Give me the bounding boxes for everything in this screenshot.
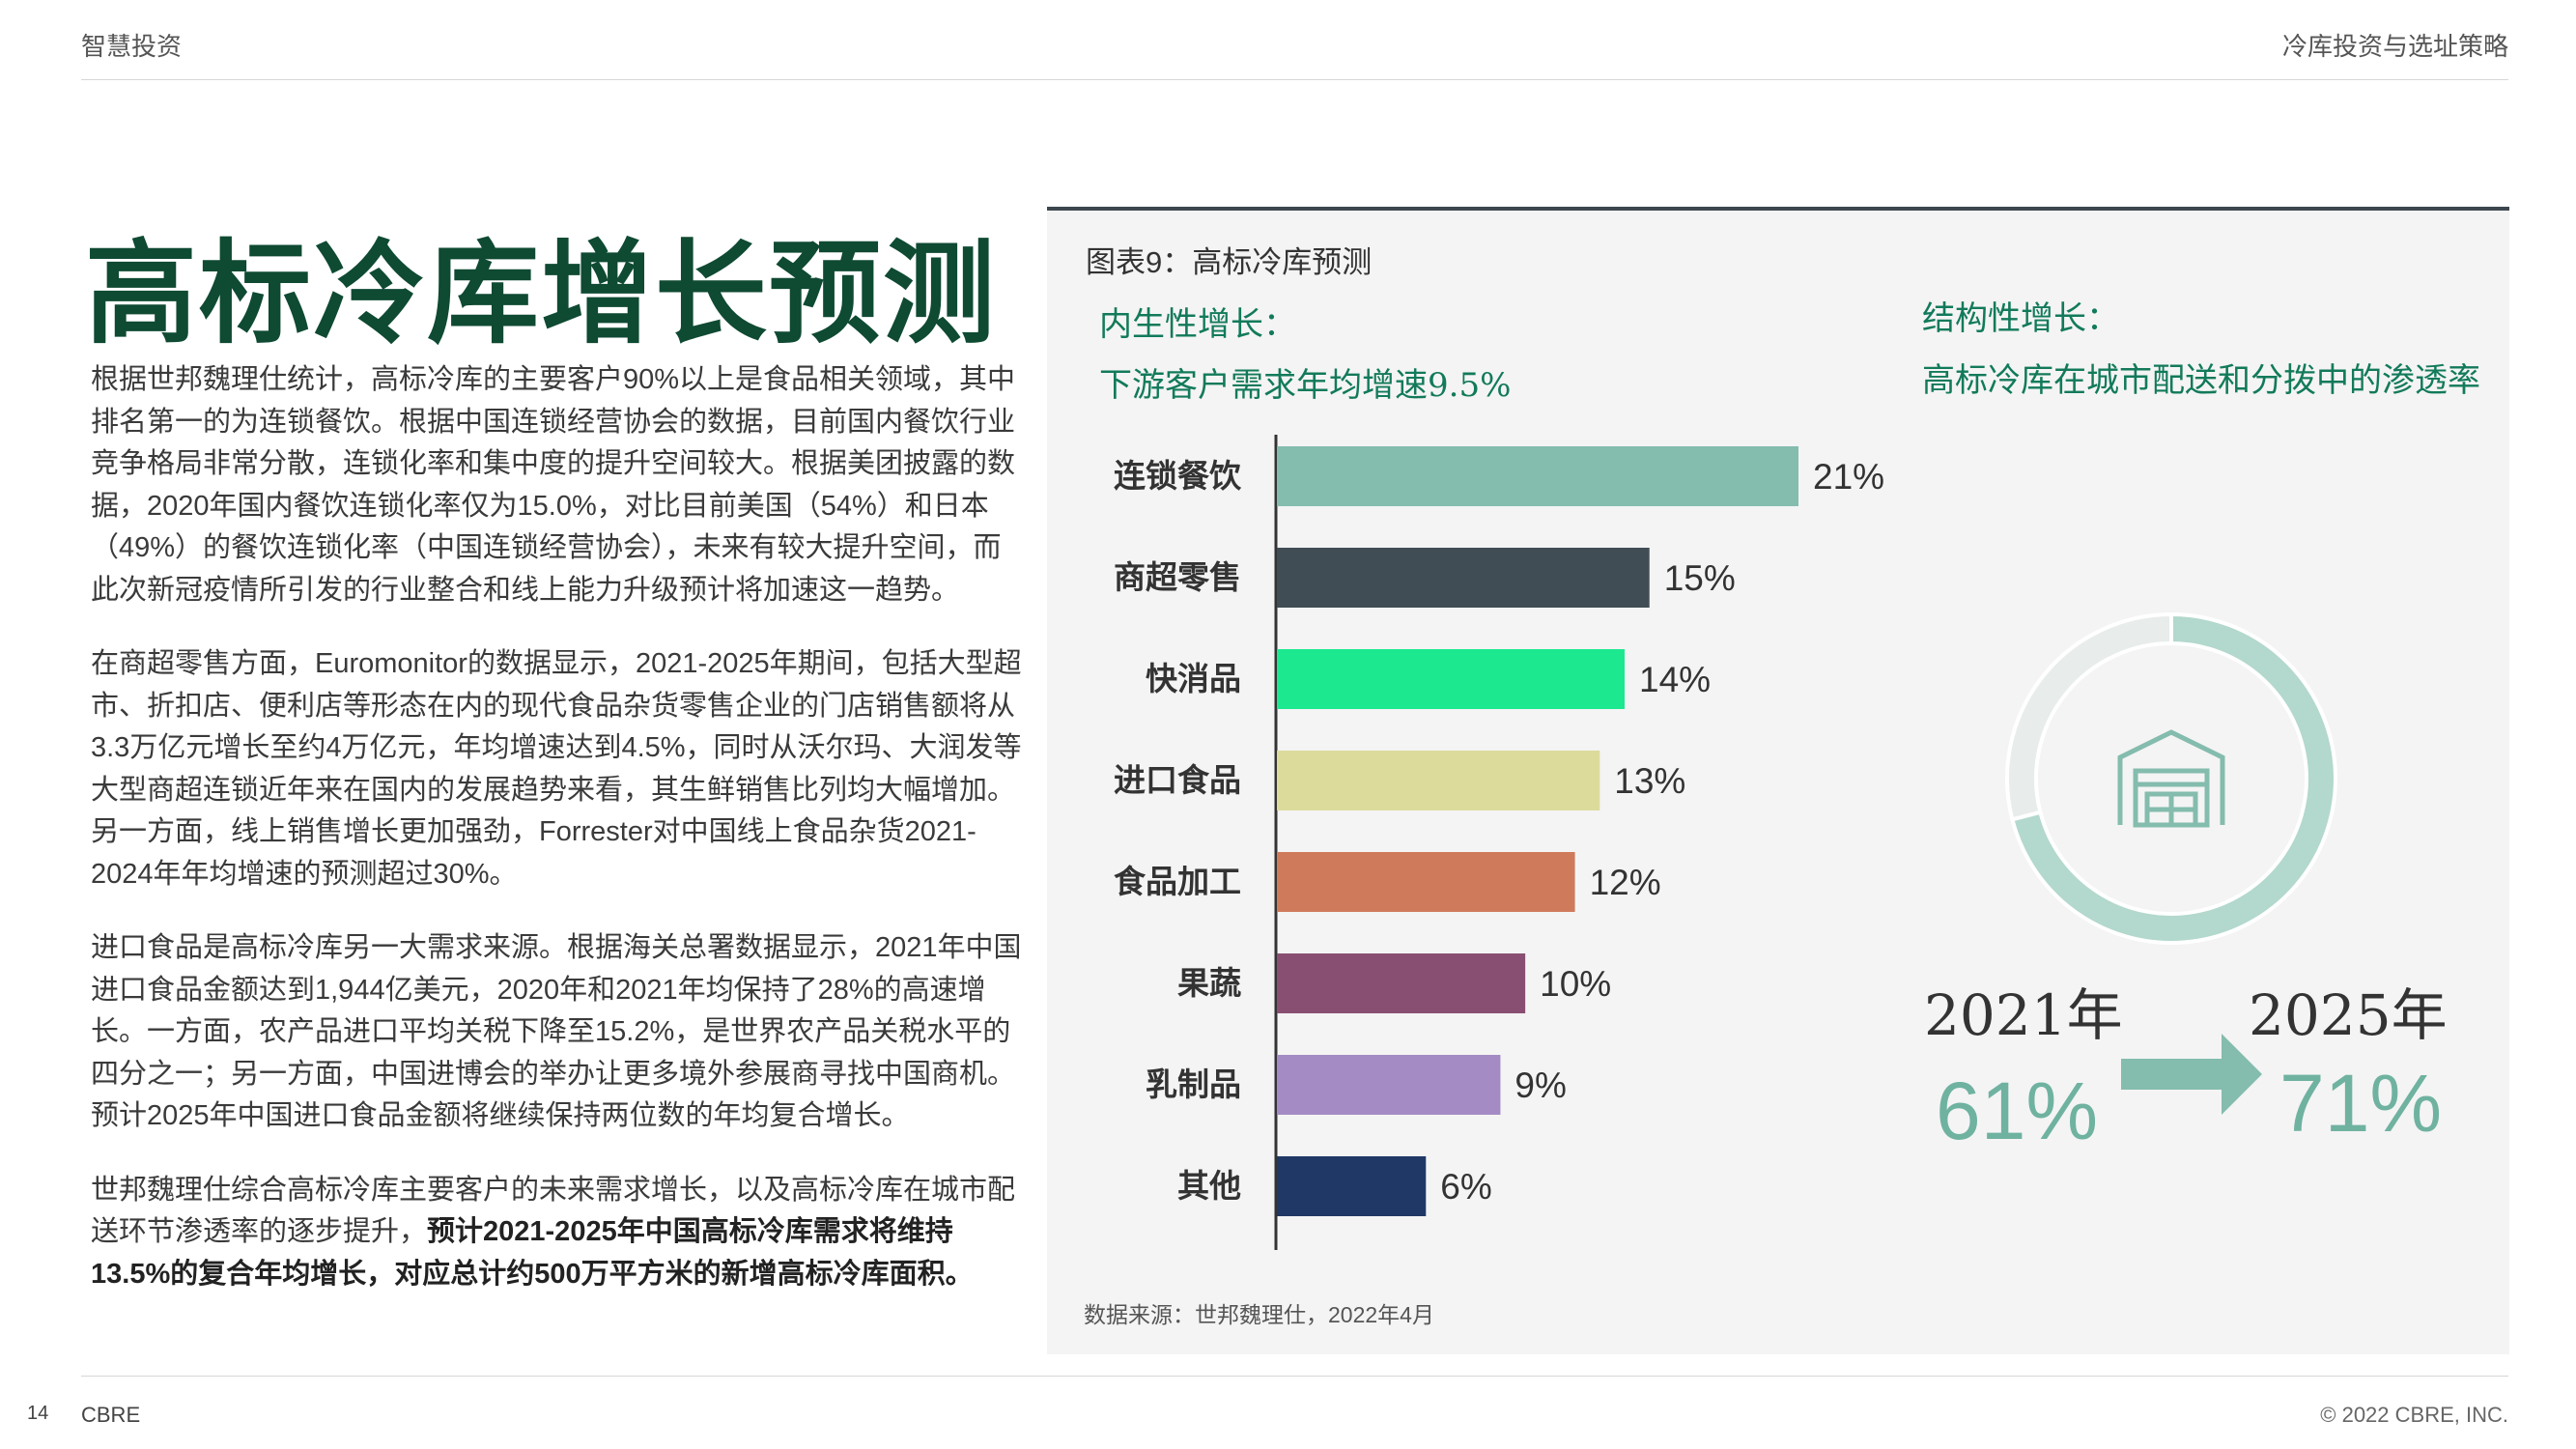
category-label-1: 商超零售 xyxy=(1114,558,1241,596)
value-label-3: 13% xyxy=(1614,761,1685,801)
bar-chart: 连锁餐饮 21% 商超零售 15% 快消品 14% 进口食品 13% 食品加工 12% 果蔬 10% 乳… xyxy=(1114,435,1884,1250)
donut-slice-0 xyxy=(2009,611,2337,945)
value-label-1: 15% xyxy=(1664,558,1736,598)
year-to: 2025年 xyxy=(2249,982,2448,1048)
data-source: 数据来源：世邦魏理仕，2022年4月 xyxy=(1084,1302,1434,1327)
page-number: 14 xyxy=(27,1403,49,1424)
donut-slice-1 xyxy=(2005,611,2173,822)
value-label-4: 12% xyxy=(1590,863,1661,902)
paragraph-3: 进口食品是高标冷库另一大需求来源。根据海关总署数据显示，2021年中国进口食品金… xyxy=(91,932,1022,1131)
category-label-3: 进口食品 xyxy=(1114,761,1241,799)
category-label-6: 乳制品 xyxy=(1146,1065,1241,1103)
paragraph-1: 根据世邦魏理仕统计，高标冷库的主要客户90%以上是食品相关领域，其中排名第一的为… xyxy=(91,364,1016,606)
bar-4 xyxy=(1277,852,1575,912)
bar-2 xyxy=(1277,649,1625,709)
bar-5 xyxy=(1277,953,1526,1013)
copyright: © 2022 CBRE, INC. xyxy=(2320,1403,2508,1427)
paragraph-4: 世邦魏理仕综合高标冷库主要客户的未来需求增长，以及高标冷库在城市配送环节渗透率的… xyxy=(91,1170,1024,1296)
bar-7 xyxy=(1277,1156,1427,1216)
category-label-7: 其他 xyxy=(1177,1167,1241,1205)
structural-label: 结构性增长： xyxy=(1922,299,2119,338)
footer-brand: CBRE xyxy=(81,1403,141,1427)
warehouse-icon xyxy=(2117,729,2225,828)
footer-divider xyxy=(81,1376,2508,1377)
page-title: 高标冷库增长预测 xyxy=(85,228,997,359)
value-label-5: 10% xyxy=(1540,964,1611,1004)
right-arrow-icon xyxy=(2121,1034,2262,1115)
category-label-0: 连锁餐饮 xyxy=(1114,457,1242,495)
year-from: 2021年 xyxy=(1924,982,2123,1048)
value-to: 71% xyxy=(2279,1058,2443,1149)
value-label-6: 9% xyxy=(1514,1065,1566,1105)
value-label-0: 21% xyxy=(1813,457,1884,497)
value-label-2: 14% xyxy=(1639,660,1711,699)
bar-6 xyxy=(1277,1055,1501,1115)
endogenous-label: 内生性增长： xyxy=(1099,305,1296,344)
bar-0 xyxy=(1277,446,1798,506)
bar-1 xyxy=(1277,548,1650,608)
paragraph-4-bold: 预计2021-2025年中国高标冷库需求将维持13.5%的复合年均增长，对应总计… xyxy=(91,1216,974,1290)
category-label-2: 快消品 xyxy=(1146,660,1241,697)
header-right: 冷库投资与选址策略 xyxy=(2281,32,2508,61)
header-divider xyxy=(81,79,2508,80)
header-left: 智慧投资 xyxy=(81,32,183,61)
value-label-7: 6% xyxy=(1440,1167,1491,1207)
bar-3 xyxy=(1277,751,1600,810)
endogenous-desc: 下游客户需求年均增速9.5% xyxy=(1099,366,1512,405)
figure-title: 图表9：高标冷库预测 xyxy=(1086,245,1373,279)
category-label-5: 果蔬 xyxy=(1177,964,1241,1002)
value-from: 61% xyxy=(1936,1065,2099,1156)
body-text: 根据世邦魏理仕统计，高标冷库的主要客户90%以上是食品相关领域，其中排名第一的为… xyxy=(91,359,1024,1327)
structural-desc: 高标冷库在城市配送和分拨中的渗透率 xyxy=(1922,361,2480,400)
figure-panel: 图表9：高标冷库预测 内生性增长： 下游客户需求年均增速9.5% 结构性增长： … xyxy=(1047,207,2509,1354)
paragraph-2: 在商超零售方面，Euromonitor的数据显示，2021-2025年期间，包括… xyxy=(91,648,1022,890)
donut-chart xyxy=(2005,611,2337,945)
category-label-4: 食品加工 xyxy=(1114,863,1241,900)
paragraph-4-plain: 世邦魏理仕综合高标冷库主要客户的未来需求增长，以及高标冷库在城市配送环节渗透率的… xyxy=(91,1174,1016,1248)
